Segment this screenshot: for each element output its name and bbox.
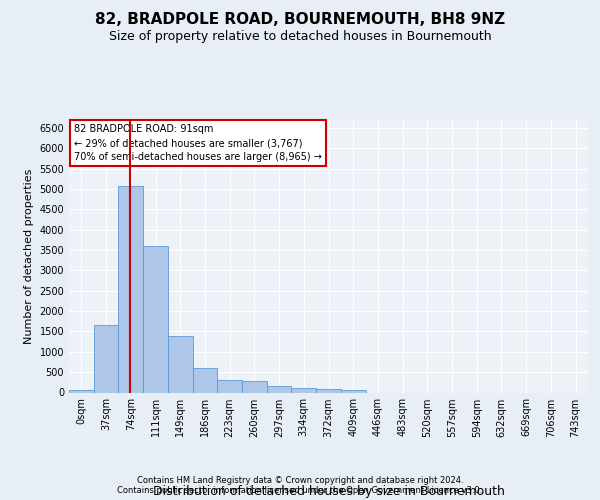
Bar xyxy=(292,388,316,392)
Text: 82 BRADPOLE ROAD: 91sqm
← 29% of detached houses are smaller (3,767)
70% of semi: 82 BRADPOLE ROAD: 91sqm ← 29% of detache… xyxy=(74,124,322,162)
Bar xyxy=(143,246,168,392)
X-axis label: Distribution of detached houses by size in Bournemouth: Distribution of detached houses by size … xyxy=(152,486,505,498)
Text: Size of property relative to detached houses in Bournemouth: Size of property relative to detached ho… xyxy=(109,30,491,43)
Bar xyxy=(94,326,118,392)
Bar xyxy=(316,389,341,392)
Text: 82, BRADPOLE ROAD, BOURNEMOUTH, BH8 9NZ: 82, BRADPOLE ROAD, BOURNEMOUTH, BH8 9NZ xyxy=(95,12,505,28)
Bar xyxy=(217,380,242,392)
Bar xyxy=(341,390,365,392)
Y-axis label: Number of detached properties: Number of detached properties xyxy=(24,168,34,344)
Bar xyxy=(168,336,193,392)
Bar xyxy=(267,386,292,392)
Bar xyxy=(242,380,267,392)
Text: Contains public sector information licensed under the Open Government Licence v3: Contains public sector information licen… xyxy=(118,486,482,495)
Bar xyxy=(193,368,217,392)
Text: Contains HM Land Registry data © Crown copyright and database right 2024.: Contains HM Land Registry data © Crown c… xyxy=(137,476,463,485)
Bar xyxy=(118,186,143,392)
Bar xyxy=(69,390,94,392)
